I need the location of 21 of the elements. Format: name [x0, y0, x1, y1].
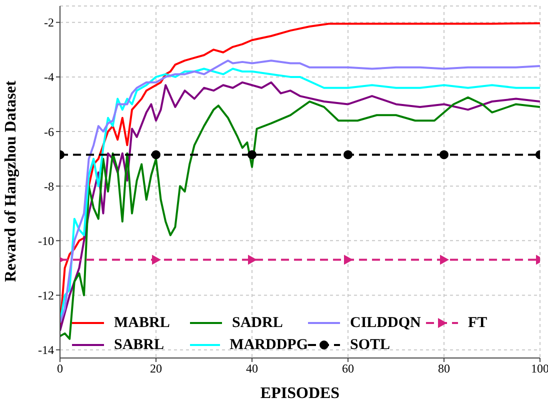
y-tick-label: -10: [38, 234, 54, 248]
x-axis-title: EPISODES: [260, 385, 340, 402]
x-tick-label: 20: [150, 362, 162, 376]
legend-label: SOTL: [350, 336, 390, 354]
x-tick-label: 0: [57, 362, 63, 376]
x-tick-label: 40: [246, 362, 258, 376]
y-tick-label: -12: [38, 288, 54, 302]
x-tick-label: 80: [438, 362, 450, 376]
legend-label: MARDDPG: [230, 336, 308, 354]
y-tick-label: -2: [44, 16, 54, 30]
y-tick-label: -6: [44, 124, 54, 139]
legend-label: MABRL: [114, 314, 170, 332]
legend-label: SADRL: [232, 314, 283, 332]
legend-label: SABRL: [114, 336, 164, 354]
legend-label: FT: [468, 314, 488, 332]
y-tick-label: -14: [38, 343, 54, 358]
x-tick-label: 60: [342, 362, 354, 376]
legend-label: CILDDQN: [350, 314, 421, 332]
y-axis-title: Reward of Hangzhou Dataset: [2, 80, 20, 282]
y-tick-label: -8: [44, 179, 54, 194]
y-tick-label: -4: [44, 70, 54, 84]
